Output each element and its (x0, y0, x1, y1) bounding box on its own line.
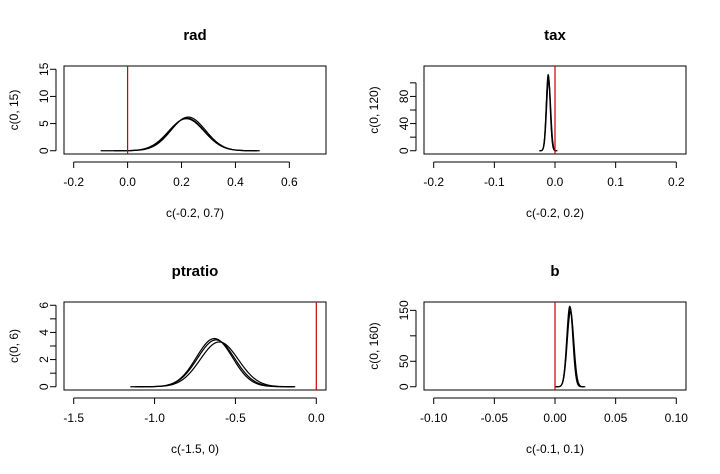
density-curve-0 (100, 117, 260, 152)
density-curve-2 (555, 305, 583, 388)
x-axis-label: c(-0.2, 0.7) (166, 206, 224, 220)
y-tick-label: 5 (37, 120, 51, 127)
y-tick-label: 0 (397, 383, 411, 390)
x-tick-label: 0.00 (543, 411, 567, 425)
x-tick-label: 0.6 (281, 175, 298, 189)
x-tick-label: 0.2 (173, 175, 190, 189)
plot-frame (63, 65, 327, 155)
y-axis-label: c(0, 15) (7, 90, 21, 131)
panel-3: b -0.10 -0.05 0.00 0.05 0.10 0 50 150 c(-0.1, 0.1… (367, 263, 688, 456)
density-curve-0 (539, 75, 557, 152)
y-tick-label: 80 (397, 89, 411, 103)
density-curve-0 (556, 306, 585, 388)
density-curve-2 (122, 118, 257, 152)
y-axis-label: c(0, 6) (7, 329, 21, 363)
x-tick-label: -0.1 (484, 175, 505, 189)
y-tick-label: 6 (37, 302, 51, 309)
chart-title: ptratio (172, 263, 219, 280)
x-tick-label: 0.05 (604, 411, 628, 425)
panel-1: tax -0.2 -0.1 0.0 0.1 0.2 0 40 80 c(-0.2, 0.2) c(0… (367, 27, 687, 220)
y-tick-label: 4 (37, 329, 51, 336)
y-tick-label: 0 (37, 383, 51, 390)
plot-frame (63, 301, 327, 391)
x-axis: -1.5 -1.0 -0.5 0.0 (63, 397, 325, 425)
y-tick-label: 15 (37, 62, 51, 76)
density-curve-2 (135, 337, 294, 388)
y-axis: 0 50 150 (397, 300, 417, 390)
y-tick-label: 2 (37, 356, 51, 363)
x-axis-label: c(-0.2, 0.2) (526, 206, 584, 220)
panel-2: ptratio -1.5 -1.0 -0.5 0.0 0 2 4 6 c(-1.5, 0) c(0,… (7, 263, 327, 456)
y-axis-label: c(0, 160) (367, 322, 381, 369)
x-axis: -0.2 -0.1 0.0 0.1 0.2 (423, 161, 685, 189)
y-axis: 0 2 4 6 (37, 302, 57, 390)
x-tick-label: -0.2 (423, 175, 444, 189)
x-tick-label: -1.0 (144, 411, 165, 425)
chart-title: b (550, 263, 559, 280)
x-tick-label: 0.0 (308, 411, 325, 425)
panel-0: rad -0.2 0.0 0.2 0.4 0.6 0 5 10 15 c(-0.2, 0.7) c(0… (7, 27, 327, 220)
y-tick-label: 50 (397, 354, 411, 368)
x-tick-label: -0.2 (63, 175, 84, 189)
chart-title: rad (183, 27, 206, 44)
x-tick-label: 0.2 (668, 175, 685, 189)
x-tick-label: 0.1 (607, 175, 624, 189)
x-axis-label: c(-0.1, 0.1) (526, 442, 584, 456)
y-axis: 0 40 80 (397, 82, 417, 154)
density-curve-1 (114, 116, 255, 152)
x-tick-label: 0.0 (547, 175, 564, 189)
density-curve-1 (138, 341, 293, 388)
density-curve-2 (539, 74, 557, 152)
y-axis-label: c(0, 120) (367, 86, 381, 133)
x-tick-label: 0.10 (665, 411, 689, 425)
x-axis-label: c(-1.5, 0) (171, 442, 219, 456)
x-tick-label: -1.5 (63, 411, 84, 425)
density-curve-0 (130, 339, 296, 388)
y-tick-label: 0 (397, 147, 411, 154)
y-tick-label: 10 (37, 89, 51, 103)
y-tick-label: 150 (397, 300, 411, 320)
x-tick-label: -0.10 (420, 411, 448, 425)
x-tick-label: -0.5 (225, 411, 246, 425)
x-axis: -0.10 -0.05 0.00 0.05 0.10 (420, 397, 689, 425)
x-axis: -0.2 0.0 0.2 0.4 0.6 (63, 161, 298, 189)
x-tick-label: -0.05 (481, 411, 509, 425)
y-axis: 0 5 10 15 (37, 62, 57, 154)
x-tick-label: 0.0 (119, 175, 136, 189)
y-tick-label: 0 (37, 147, 51, 154)
x-tick-label: 0.4 (227, 175, 244, 189)
y-tick-label: 40 (397, 117, 411, 131)
chart-title: tax (544, 27, 566, 44)
